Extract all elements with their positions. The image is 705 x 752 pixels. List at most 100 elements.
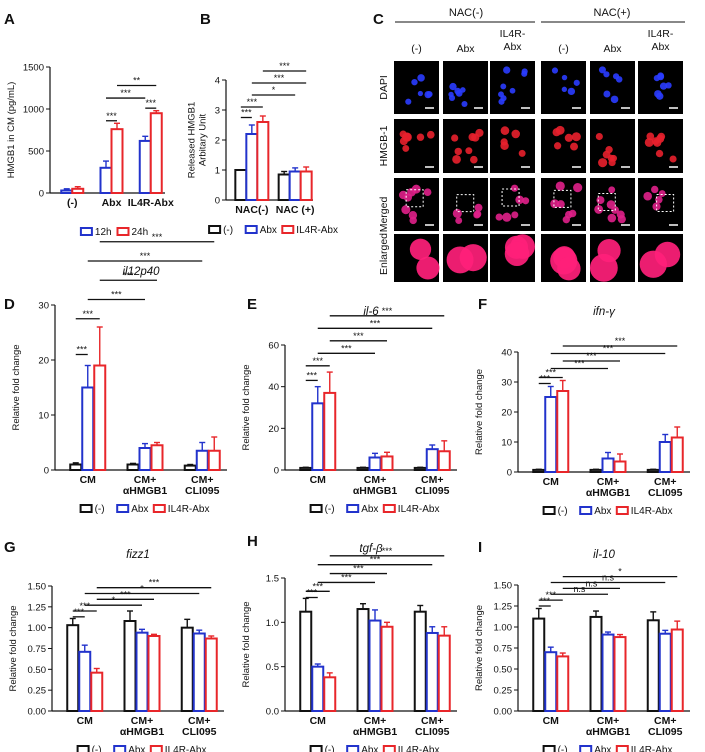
significance-label: *** <box>539 596 550 606</box>
bar <box>234 169 248 201</box>
legend-swatch <box>149 745 163 752</box>
significance-label: n.s <box>573 584 586 594</box>
x-tick-label: CM+ CLI095 <box>182 715 217 738</box>
cell <box>561 74 568 81</box>
bar <box>425 631 439 712</box>
micrograph <box>443 119 488 173</box>
legend-label: (-) <box>325 745 335 752</box>
cell-enlarged <box>446 246 474 274</box>
bar <box>277 173 291 201</box>
significance-label: ** <box>133 75 141 85</box>
cell <box>452 208 462 219</box>
bar <box>192 632 206 712</box>
bar <box>288 170 302 201</box>
legend: (-) Abx IL4R-Abx <box>542 506 672 517</box>
legend-swatch <box>208 225 222 234</box>
x-tick-label: IL4R-Abx <box>128 197 174 209</box>
y-tick-label: 0 <box>215 196 220 207</box>
y-tick-label: 0.0 <box>266 707 279 718</box>
significance-label: * <box>272 85 276 95</box>
legend-label: Abx <box>594 506 611 517</box>
y-tick-label: 1.25 <box>28 602 47 613</box>
x-tick-label: CM <box>310 474 327 486</box>
legend-label: IL4R-Abx <box>631 745 673 752</box>
legend: (-) Abx IL4R-Abx <box>542 745 673 752</box>
bar <box>613 460 627 473</box>
micrograph <box>638 178 683 231</box>
x-tick-label-line: CM+ <box>421 474 443 486</box>
bar <box>380 455 394 472</box>
x-tick-label-line: CM <box>310 715 327 727</box>
x-tick-label-line: CM+ <box>131 715 153 727</box>
significance-label: *** <box>353 331 364 341</box>
y-axis-label-line: Relative fold change <box>474 369 485 455</box>
panel-letter: D <box>4 296 15 313</box>
micrograph <box>490 61 535 114</box>
x-tick-label-line: CM+ <box>654 715 676 727</box>
micrograph <box>490 119 535 173</box>
significance-label: *** <box>382 306 393 316</box>
panel-A: A 0 500 1000 1500 HMGB1 in CM (pg/mL) (-) Abx IL… <box>4 11 174 238</box>
y-tick-label: 1.00 <box>494 623 513 634</box>
x-tick-label: CM <box>543 476 560 488</box>
y-tick-label: 1500 <box>23 63 44 74</box>
y-axis-label: Relative fold change <box>241 601 252 687</box>
x-tick-label: CM+ CLI095 <box>185 474 220 497</box>
bar <box>311 665 325 713</box>
legend-swatch <box>382 504 396 513</box>
legend-label: (-) <box>325 504 335 515</box>
x-tick-label: CM <box>80 474 97 486</box>
row-label: Enlarged <box>378 233 390 275</box>
group-label: NAC(+) <box>594 7 631 19</box>
x-tick-label-line: CM+ <box>364 715 386 727</box>
y-tick-label: 40 <box>268 382 279 393</box>
bar <box>556 655 570 713</box>
cell <box>500 95 507 102</box>
cell <box>564 133 573 142</box>
cell <box>403 193 413 202</box>
micrograph <box>443 178 488 231</box>
cell <box>561 86 568 93</box>
y-tick-label: 0.50 <box>494 665 513 676</box>
bar <box>356 466 370 471</box>
cell <box>451 134 459 142</box>
x-tick-label-line: CM+ <box>654 476 676 488</box>
bar <box>589 468 603 473</box>
x-tick-label: CM+ CLI095 <box>648 476 683 499</box>
legend-swatch <box>79 504 93 513</box>
bar <box>195 449 209 471</box>
significance-label: *** <box>241 108 252 118</box>
legend-swatch <box>579 745 593 752</box>
cell <box>595 132 603 141</box>
legend-label: (-) <box>223 225 233 236</box>
bar <box>299 170 313 201</box>
cell <box>573 183 583 193</box>
x-tick-label-line: αHMGB1 <box>353 485 398 497</box>
significance-label: *** <box>370 555 381 565</box>
x-tick-label: CM+ αHMGB1 <box>123 474 168 497</box>
cell <box>511 184 519 192</box>
x-tick-label-line: CLI095 <box>415 726 450 738</box>
bar <box>99 166 113 195</box>
significance-label: *** <box>312 581 323 591</box>
x-tick-label: NAC (+) <box>276 204 315 216</box>
panel-letter: C <box>373 11 384 28</box>
significance-label: n.s <box>602 572 615 582</box>
cell <box>608 186 616 194</box>
bar <box>150 444 164 471</box>
cell <box>409 216 417 225</box>
y-tick-label: 1.50 <box>494 581 513 592</box>
cell <box>659 82 668 90</box>
y-tick-label: 1.0 <box>266 618 279 629</box>
y-tick-label: 0 <box>39 189 44 200</box>
y-axis-label: Relative fold change <box>241 364 252 450</box>
cell-enlarged <box>654 241 681 268</box>
y-axis-label-line: HMGB1 in CM (pg/mL) <box>6 82 17 179</box>
legend-swatch <box>615 745 629 752</box>
cell <box>411 78 418 86</box>
x-tick-label-line: αHMGB1 <box>353 726 398 738</box>
cell <box>402 144 410 152</box>
